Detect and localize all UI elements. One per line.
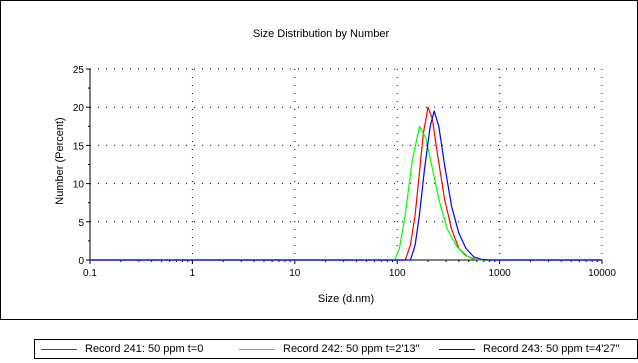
x-axis-label: Size (d.nm) bbox=[318, 293, 374, 305]
legend-swatch-record-242 bbox=[239, 348, 275, 350]
chart-legend: Record 241: 50 ppm t=0 Record 242: 50 pp… bbox=[34, 339, 638, 359]
series-line-3 bbox=[90, 110, 602, 261]
size-distribution-chart: Size Distribution by Number 0 5 10 15 20 25 0.… bbox=[54, 28, 616, 305]
legend-label-record-243: Record 243: 50 ppm t=4'27" bbox=[483, 343, 620, 355]
legend-swatch-record-243 bbox=[439, 348, 475, 350]
x-tick-label: 1 bbox=[190, 268, 196, 279]
legend-label-record-242: Record 242: 50 ppm t=2'13" bbox=[283, 343, 420, 355]
legend-item-record-242: Record 242: 50 ppm t=2'13" bbox=[239, 340, 420, 358]
y-tick-label: 15 bbox=[73, 141, 85, 152]
y-tick-label: 5 bbox=[78, 218, 84, 229]
x-tick-label: 10000 bbox=[588, 268, 616, 279]
y-tick-label: 0 bbox=[78, 256, 84, 267]
legend-item-record-243: Record 243: 50 ppm t=4'27" bbox=[439, 340, 620, 358]
chart-title: Size Distribution by Number bbox=[253, 28, 390, 40]
y-tick-label: 20 bbox=[73, 103, 85, 114]
tick-label-layer: 0 5 10 15 20 25 0.1 1 10 100 1000 10000 bbox=[73, 65, 616, 279]
series-line-2 bbox=[90, 125, 602, 261]
grid-layer bbox=[90, 68, 603, 260]
legend-swatch-record-241 bbox=[41, 348, 77, 350]
x-tick-label: 10 bbox=[289, 268, 301, 279]
legend-item-record-241: Record 241: 50 ppm t=0 bbox=[41, 340, 203, 358]
chart-frame: Size Distribution by Number 0 5 10 15 20 25 0.… bbox=[0, 0, 638, 320]
y-axis-label: Number (Percent) bbox=[54, 117, 66, 204]
axis-layer bbox=[86, 68, 603, 264]
series-layer bbox=[90, 106, 602, 261]
x-tick-label: 1000 bbox=[488, 268, 511, 279]
x-tick-label: 0.1 bbox=[83, 268, 97, 279]
legend-label-record-241: Record 241: 50 ppm t=0 bbox=[85, 343, 204, 355]
y-tick-label: 25 bbox=[73, 65, 85, 76]
x-tick-label: 100 bbox=[389, 268, 406, 279]
y-tick-label: 10 bbox=[73, 180, 85, 191]
